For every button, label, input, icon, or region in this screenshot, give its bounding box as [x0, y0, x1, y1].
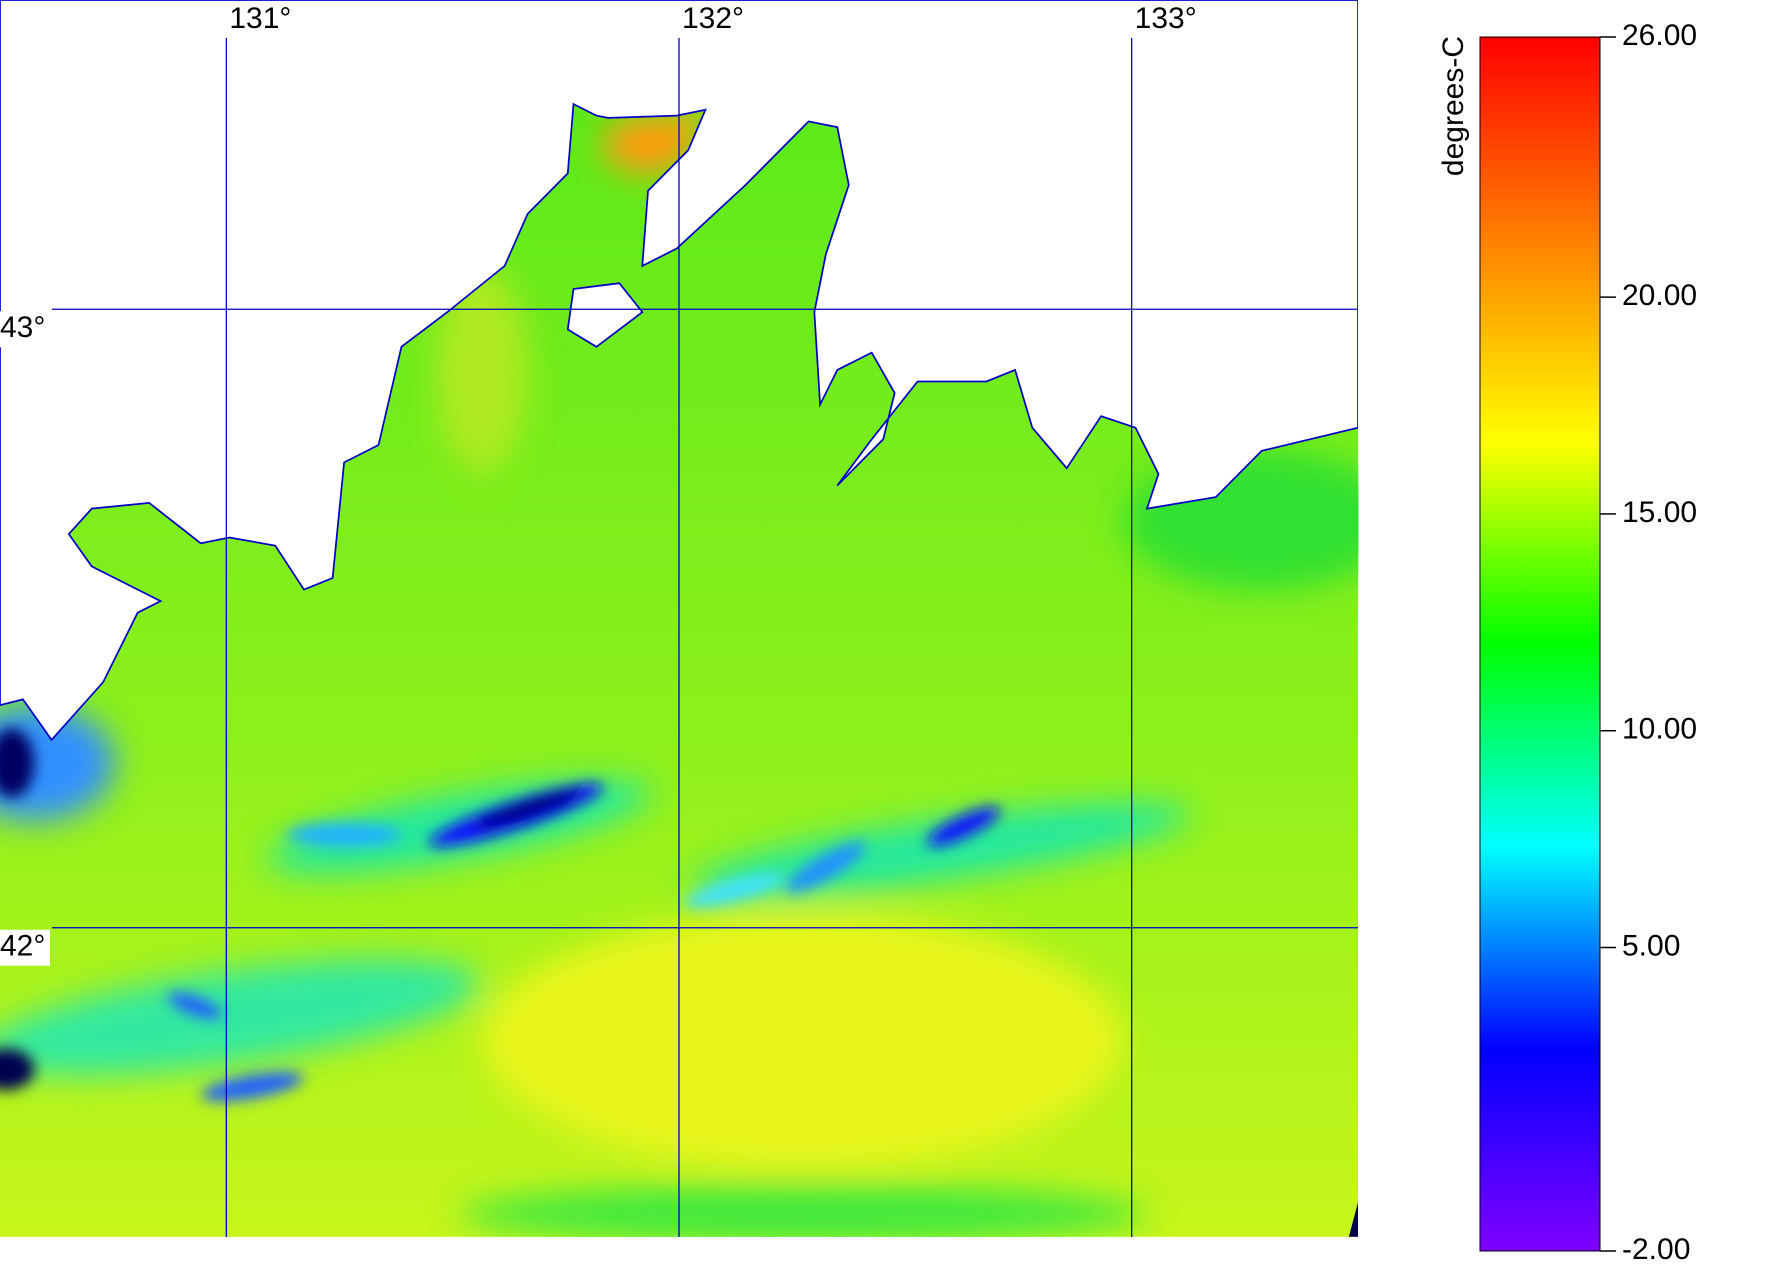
lat-label-bg [0, 929, 50, 966]
colorbar-tick-label: -2.00 [1622, 1233, 1690, 1266]
map-imagery [0, 0, 1359, 1237]
colorbar-tick-label: 10.00 [1622, 713, 1697, 746]
lon-label: 131° [229, 2, 291, 35]
colorbar-tick-label: 26.00 [1622, 19, 1697, 52]
graticule: 131° 132° 133° 43° 42° [0, 2, 1358, 1237]
colorbar: 26.00 20.00 15.00 10.00 5.00 -2.00 degrees-C [1437, 19, 1697, 1266]
cold-cores [0, 728, 1001, 1102]
lat-label: 42° [0, 930, 45, 963]
lon-label: 133° [1135, 2, 1197, 35]
colorbar-tick-label: 20.00 [1622, 279, 1697, 312]
colorbar-ramp [1479, 36, 1601, 1252]
land [0, 0, 1359, 742]
colorbar-tick-label: 5.00 [1622, 929, 1680, 962]
colorbar-label: degrees-C [1437, 36, 1470, 176]
lat-label-bg [0, 311, 50, 348]
island [566, 282, 644, 348]
lat-label: 43° [0, 311, 45, 344]
lon-label: 132° [682, 2, 744, 35]
colorbar-tick-label: 15.00 [1622, 496, 1697, 529]
land-corner [1348, 1202, 1359, 1237]
